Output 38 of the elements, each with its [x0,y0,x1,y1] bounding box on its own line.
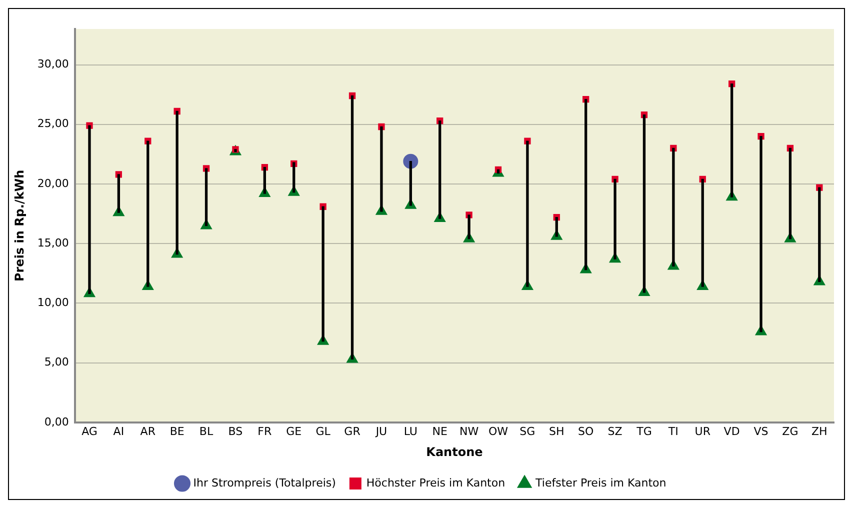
x-tick-label: OW [488,424,508,438]
y-tick-label: 5,00 [44,356,69,369]
x-tick-label: AG [82,424,98,438]
x-tick-label: VD [724,424,740,438]
x-tick-label: GE [286,424,302,438]
legend-label: Ihr Strompreis (Totalpreis) [193,476,336,490]
x-tick-label: ZG [782,424,798,438]
x-tick-label: VS [754,424,768,438]
x-tick-label: GR [344,424,361,438]
x-tick-label: GL [316,424,332,438]
x-tick-label: NE [432,424,448,438]
x-tick-label: UR [694,424,711,438]
y-tick-label: 20,00 [37,176,69,190]
x-tick-label: ZH [811,424,828,438]
x-tick-label: SZ [608,424,623,438]
x-tick-label: JU [374,424,388,438]
x-tick-label: TG [636,424,652,438]
legend-label: Höchster Preis im Kanton [366,476,506,490]
x-tick-label: TI [667,424,678,438]
legend-label: Tiefster Preis im Kanton [534,476,666,490]
x-tick-label: SH [549,424,564,438]
y-tick-label: 0,00 [44,415,69,428]
x-tick-label: SG [520,424,536,438]
x-tick-label: BS [228,424,243,438]
y-axis-title: Preis in Rp./kWh [12,170,26,282]
x-tick-label: AI [113,424,124,438]
y-tick-label: 30,00 [37,58,69,71]
x-tick-label: SO [578,424,594,438]
x-tick-label: LU [404,424,418,438]
x-tick-label: FR [258,424,272,438]
x-tick-label: BL [199,424,214,438]
y-tick-label: 10,00 [37,296,69,310]
x-axis-title: Kantone [426,444,483,459]
x-tick-label: NW [459,424,479,438]
x-tick-label: BE [170,424,184,438]
x-tick-label: AR [140,424,156,438]
y-tick-label: 25,00 [37,117,69,130]
y-tick-label: 15,00 [37,236,69,250]
